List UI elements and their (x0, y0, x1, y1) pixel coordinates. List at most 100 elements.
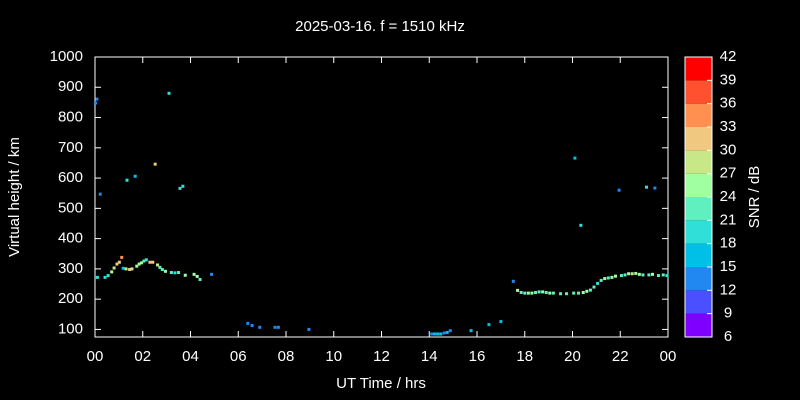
y-tick-label: 800 (58, 109, 83, 126)
data-point (98, 192, 102, 196)
colorbar-tick-label: 30 (720, 141, 737, 158)
colorbar-segment (685, 243, 712, 267)
data-point (516, 288, 520, 292)
data-point (433, 332, 437, 336)
colorbar-segment (685, 313, 712, 337)
data-point (273, 325, 277, 329)
data-point (153, 162, 157, 166)
colorbar-tick-label: 36 (720, 95, 737, 112)
data-point (619, 274, 623, 278)
y-tick-label: 300 (58, 260, 83, 277)
data-point (110, 270, 114, 274)
data-point (641, 273, 645, 277)
x-tick-label: 00 (87, 348, 104, 365)
x-tick-label: 08 (278, 348, 295, 365)
data-point (276, 325, 280, 329)
data-point (606, 276, 610, 280)
data-point (603, 277, 607, 281)
data-point (647, 273, 651, 277)
x-tick-label: 14 (421, 348, 438, 365)
data-point (511, 279, 515, 283)
data-point (588, 288, 592, 292)
data-point (128, 267, 132, 271)
data-point (559, 292, 563, 296)
data-point (630, 272, 634, 276)
colorbar-segment (685, 57, 712, 81)
data-point (198, 277, 202, 281)
data-point (653, 186, 657, 190)
data-point (439, 332, 443, 336)
colorbar-segment (685, 150, 712, 174)
data-point (599, 278, 603, 282)
data-point (565, 292, 569, 296)
data-point (140, 261, 144, 265)
data-point (645, 185, 649, 189)
colorbar-segment (685, 290, 712, 314)
colorbar-tick-label: 33 (720, 118, 737, 135)
colorbar-segment (685, 127, 712, 151)
data-point (133, 174, 137, 178)
data-point (613, 274, 617, 278)
data-point (144, 258, 148, 262)
x-tick-label: 20 (564, 348, 581, 365)
data-point (103, 275, 107, 279)
x-tick-label: 18 (516, 348, 533, 365)
data-point (163, 269, 167, 273)
y-tick-label: 600 (58, 169, 83, 186)
data-point (596, 281, 600, 285)
colorbar-segment (685, 220, 712, 244)
y-tick-label: 100 (58, 320, 83, 337)
data-point (541, 290, 545, 294)
data-point (548, 291, 552, 295)
data-point (246, 321, 250, 325)
colorbar-segment (685, 80, 712, 104)
y-tick-label: 500 (58, 199, 83, 216)
data-point (160, 267, 164, 271)
colorbar-tick-label: 21 (720, 211, 737, 228)
data-point (533, 291, 537, 295)
data-point (192, 272, 196, 276)
data-point (142, 259, 146, 263)
data-point (576, 291, 580, 295)
data-point (106, 274, 110, 278)
data-point (173, 271, 177, 275)
data-point (623, 273, 627, 277)
data-point (178, 186, 182, 190)
data-point (656, 274, 660, 278)
data-point (637, 272, 641, 276)
data-point (151, 260, 155, 264)
colorbar-tick-label: 9 (724, 305, 732, 322)
data-point (137, 262, 141, 266)
data-point (445, 330, 449, 334)
data-point (183, 273, 187, 277)
colorbar-segment (685, 197, 712, 221)
data-point (526, 291, 530, 295)
x-tick-label: 02 (134, 348, 151, 365)
y-tick-label: 700 (58, 139, 83, 156)
data-point (115, 262, 119, 266)
data-point (573, 156, 577, 160)
colorbar-tick-label: 24 (720, 188, 737, 205)
data-point (581, 291, 585, 295)
data-point (156, 263, 160, 267)
data-point (579, 223, 583, 227)
data-point (158, 265, 162, 269)
data-point (627, 272, 631, 276)
data-point (487, 323, 491, 327)
x-tick-label: 10 (325, 348, 342, 365)
colorbar-tick-label: 18 (720, 235, 737, 252)
colorbar-tick-label: 12 (720, 281, 737, 298)
data-point (523, 291, 527, 295)
colorbar-tick-label: 15 (720, 258, 737, 275)
data-point (650, 272, 654, 276)
data-point (610, 275, 614, 279)
data-point (661, 273, 665, 277)
data-point (665, 274, 669, 278)
y-tick-label: 1000 (50, 48, 83, 65)
x-tick-label: 00 (660, 348, 677, 365)
data-point (130, 267, 134, 271)
data-point (135, 264, 139, 268)
data-point (307, 327, 311, 331)
data-point (95, 275, 99, 279)
data-point (585, 289, 589, 293)
